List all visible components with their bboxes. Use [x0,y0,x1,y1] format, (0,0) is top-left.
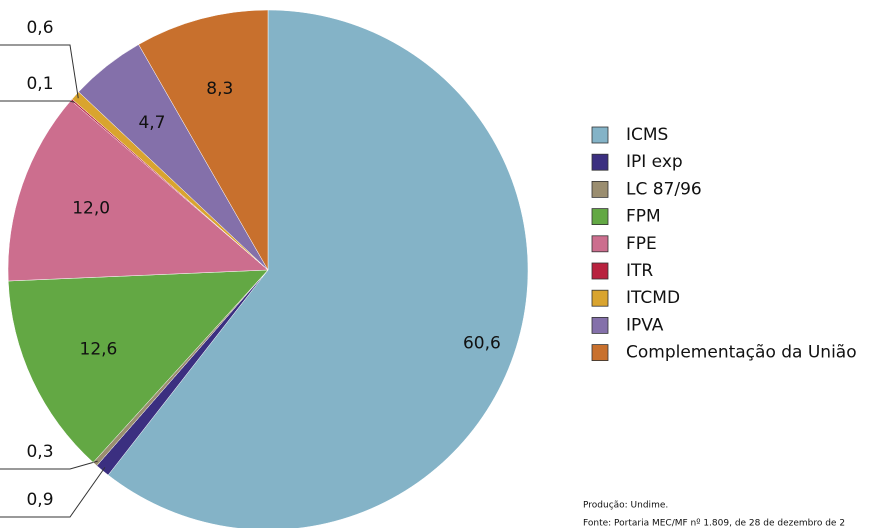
legend-label: ITR [626,261,653,281]
pie-slice [7,100,269,282]
legend-swatch [591,289,609,307]
data-label: 0,9 [26,490,53,510]
pie-slice [138,9,269,271]
data-label: 0,6 [26,18,53,38]
data-label: 12,0 [72,199,110,219]
note: Fonte: Portaria MEC/MF nº 1.809, de 28 d… [583,519,845,528]
legend-swatch [591,316,609,334]
legend-label: IPI exp [626,152,683,172]
data-label: 0,3 [26,442,53,462]
data-label: 60,6 [463,334,501,354]
data-label: 8,3 [206,79,233,99]
legend-label: ICMS [626,125,668,145]
leader-line [0,467,106,518]
legend-swatch [591,235,609,253]
data-label: 0,1 [26,74,53,94]
legend-swatch [591,208,609,226]
legend-swatch [591,126,609,144]
legend-swatch [591,344,609,362]
leader-line [0,44,79,99]
legend-label: FPM [626,207,661,227]
data-label: 4,7 [138,113,165,133]
legend-label: IPVA [626,315,664,335]
legend-label: LC 87/96 [626,179,702,199]
legend-swatch [591,153,609,171]
pie-slice [7,269,269,463]
legend-label: FPE [626,234,657,254]
leader-line [0,460,98,470]
legend-swatch [591,262,609,280]
legend-label: ITCMD [626,288,680,308]
data-label: 12,6 [80,339,118,359]
legend-swatch [591,180,609,198]
leader-line [0,100,75,103]
legend-label: Complementação da União [626,343,857,363]
note: Produção: Undime. [583,501,668,511]
pie-slice [107,9,529,528]
